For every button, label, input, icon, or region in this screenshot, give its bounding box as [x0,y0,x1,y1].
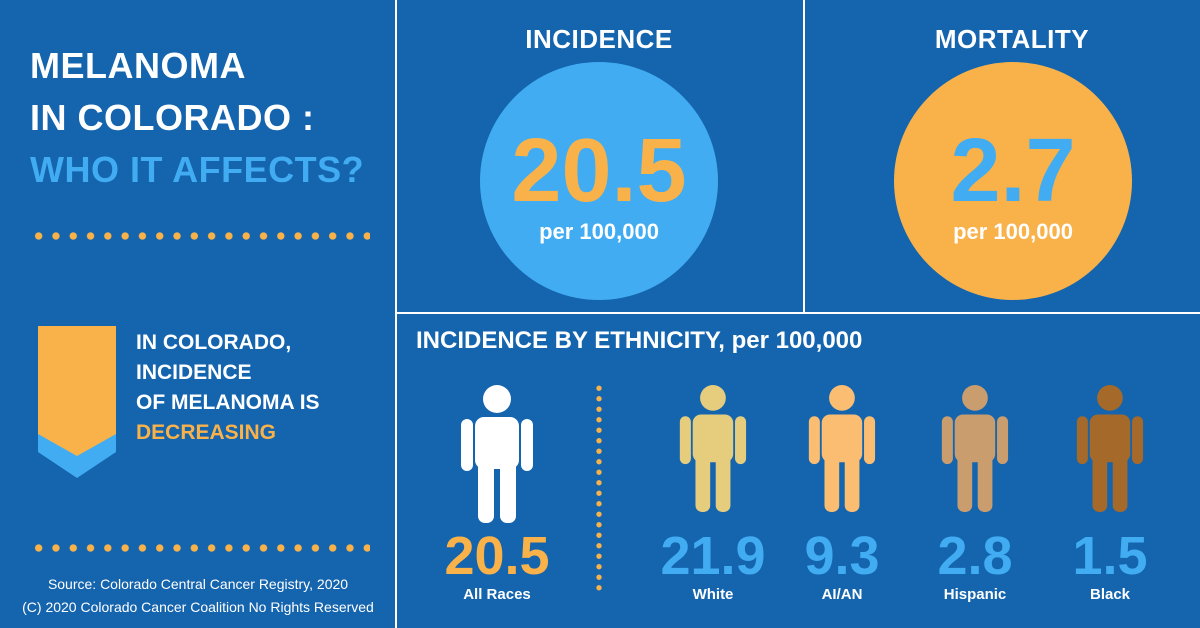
trend-line-2: INCIDENCE [136,361,252,384]
mortality-label: MORTALITY [934,24,1090,54]
trend-line-3: OF MELANOMA IS [136,391,320,414]
ethnicity-value: 9.3 [804,526,880,586]
ethnicity-title: INCIDENCE BY ETHNICITY, per 100,000 [416,327,863,354]
ethnicity-value: 20.5 [444,526,550,586]
ethnicity-name: Black [1089,586,1131,603]
trend-statement: IN COLORADO, INCIDENCE OF MELANOMA IS DE… [136,328,320,448]
title-line-1: MELANOMA [30,45,246,86]
person-icon [1076,385,1144,512]
dotted-divider-top [30,232,370,240]
ethnicity-name: AI/AN [821,586,863,603]
mortality-value: 2.7 [950,121,1076,221]
incidence-circle: 20.5 per 100,000 [480,62,718,300]
trend-line-1: IN COLORADO, [136,331,292,354]
ethnicity-value: 1.5 [1072,526,1148,586]
ethnicity-name: Hispanic [943,586,1007,603]
divider-horizontal [395,312,1200,314]
person-icon [941,385,1009,512]
trend-highlight: DECREASING [136,421,277,444]
divider-middle-vertical [803,0,805,313]
mortality-circle: 2.7 per 100,000 [894,62,1132,300]
page-title: MELANOMA IN COLORADO : WHO IT AFFECTS? [30,40,364,196]
incidence-unit: per 100,000 [539,219,659,244]
source-citation: Source: Colorado Central Cancer Registry… [47,576,349,592]
person-icon [679,385,747,512]
divider-left-vertical [395,0,397,628]
title-line-2: IN COLORADO : [30,97,315,138]
incidence-label: INCIDENCE [525,24,673,54]
down-ribbon-icon [38,326,116,478]
person-icon [808,385,876,512]
ethnicity-name: All Races [463,586,531,603]
ethnicity-name: White [692,586,734,603]
dotted-divider-bottom [30,544,370,552]
ethnicity-value: 21.9 [660,526,766,586]
incidence-value: 20.5 [511,121,687,221]
dotted-separator-vertical [596,383,602,593]
copyright-notice: (C) 2020 Colorado Cancer Coalition No Ri… [22,599,374,615]
title-line-3: WHO IT AFFECTS? [30,149,365,190]
ethnicity-value: 2.8 [937,526,1013,586]
person-icon [461,385,533,523]
mortality-unit: per 100,000 [953,219,1073,244]
